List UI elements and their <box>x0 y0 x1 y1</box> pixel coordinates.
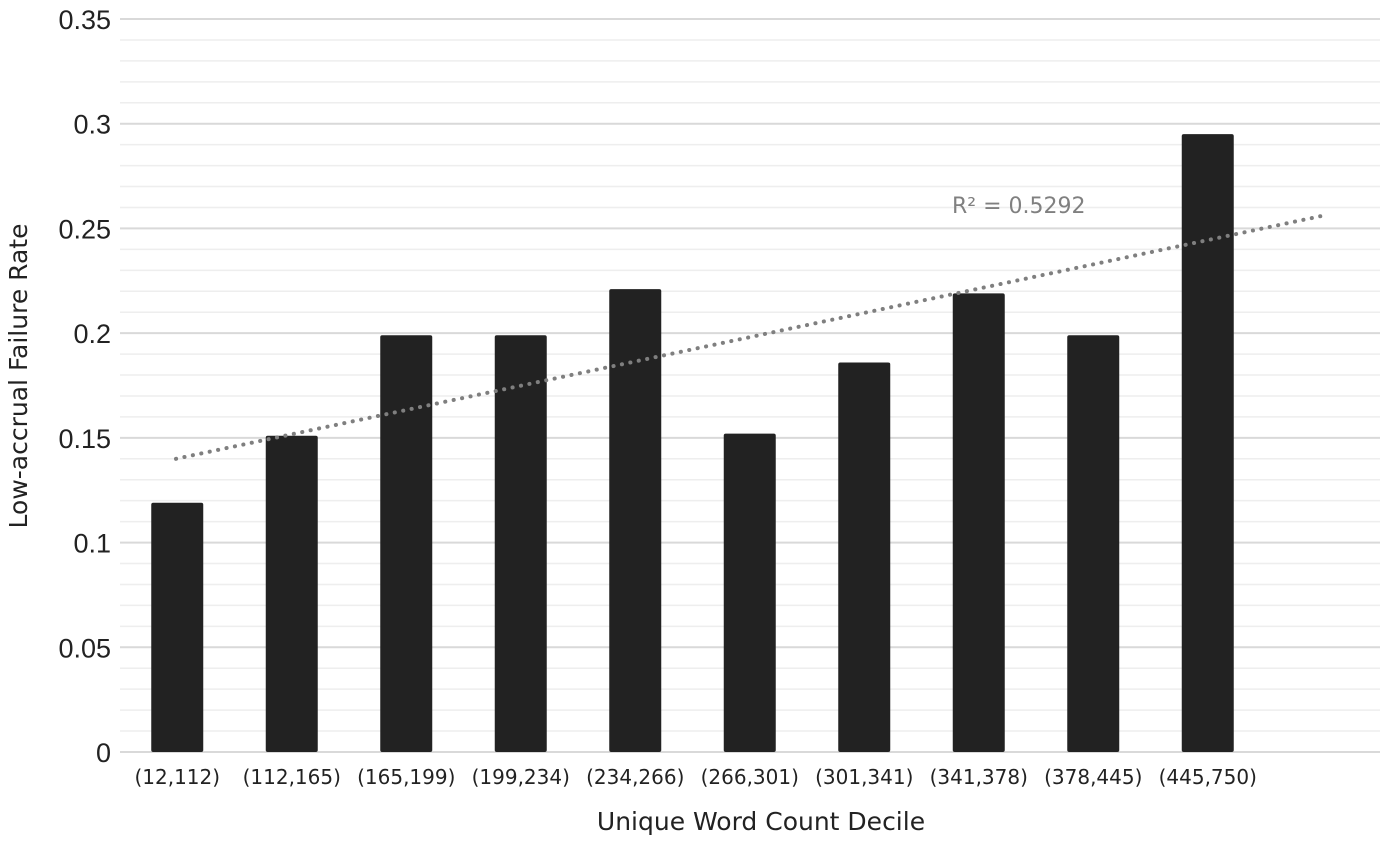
y-tick-label: 0.3 <box>73 110 111 140</box>
bar <box>151 502 204 752</box>
x-tick-label: (112,165) <box>243 765 341 789</box>
x-tick-label: (341,378) <box>930 765 1028 789</box>
x-tick-label: (199,234) <box>472 765 570 789</box>
x-tick-label: (234,266) <box>586 765 684 789</box>
x-tick-label: (301,341) <box>815 765 913 789</box>
bar <box>494 335 547 752</box>
y-tick-label: 0.35 <box>58 5 111 35</box>
minor-gridlines <box>120 39 1380 732</box>
bar <box>952 293 1005 752</box>
trendline <box>174 213 1324 461</box>
y-axis-title: Low-accrual Failure Rate <box>4 224 33 529</box>
bar <box>265 435 318 752</box>
y-tick-label: 0.2 <box>73 319 111 349</box>
x-tick-label: (378,445) <box>1044 765 1142 789</box>
x-axis-title: Unique Word Count Decile <box>597 807 925 836</box>
x-tick-label: (445,750) <box>1159 765 1257 789</box>
bars <box>151 134 1234 752</box>
y-tick-label: 0.15 <box>58 424 111 454</box>
bar <box>1181 134 1234 752</box>
r-squared-annotation: R² = 0.5292 <box>952 194 1086 219</box>
bar <box>380 335 433 752</box>
y-tick-label: 0.25 <box>58 214 111 244</box>
x-tick-label: (266,301) <box>701 765 799 789</box>
x-tick-labels: (12,112) (112,165) (165,199) (199,234) (234,… <box>134 765 1256 789</box>
y-tick-labels: 0 0.05 0.1 0.15 0.2 0.25 0.3 0.35 <box>58 5 111 768</box>
y-tick-label: 0.1 <box>73 529 111 559</box>
y-tick-label: 0 <box>96 738 111 768</box>
bar <box>609 289 662 752</box>
x-tick-label: (12,112) <box>134 765 220 789</box>
bar <box>723 433 776 752</box>
bar <box>1067 335 1120 752</box>
x-tick-label: (165,199) <box>357 765 455 789</box>
y-tick-label: 0.05 <box>58 633 111 663</box>
bar <box>838 362 891 752</box>
